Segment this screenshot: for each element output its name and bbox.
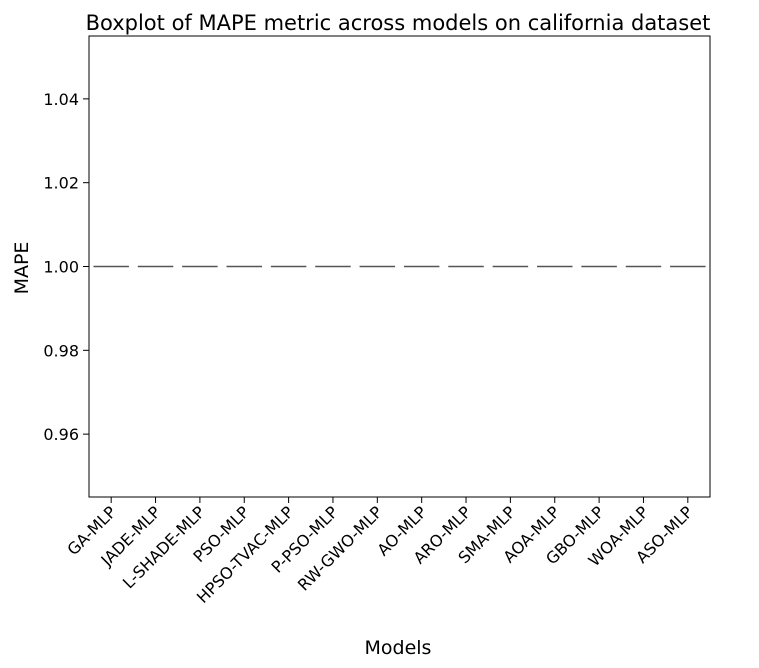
y-tick-label: 1.02 [43, 174, 79, 193]
plot-frame [88, 35, 711, 498]
y-tick-label: 0.96 [43, 425, 79, 444]
y-tick-label: 1.00 [43, 258, 79, 277]
x-axis-label: Models [365, 637, 432, 659]
y-tick-label: 1.04 [43, 90, 79, 109]
y-axis-label: MAPE [11, 242, 33, 295]
y-tick-label: 0.98 [43, 341, 79, 360]
chart-title: Boxplot of MAPE metric across models on … [86, 11, 711, 35]
